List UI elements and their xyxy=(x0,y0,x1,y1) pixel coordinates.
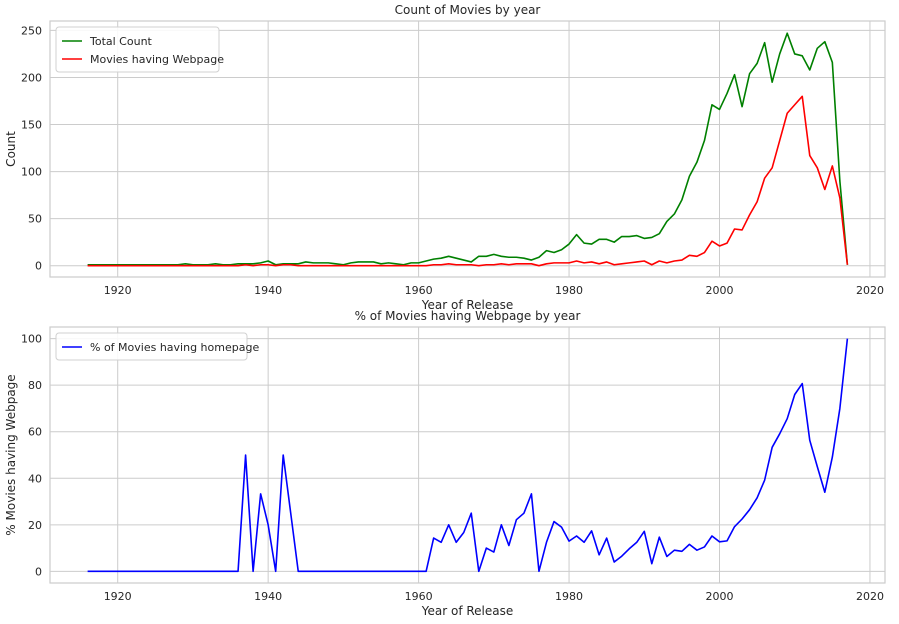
count-chart: Count of Movies by year Year of Release … xyxy=(4,3,886,312)
x-tick-label: 2000 xyxy=(706,284,734,297)
percent-chart: % of Movies having Webpage by year Year … xyxy=(4,309,886,618)
legend-label: Movies having Webpage xyxy=(90,53,224,66)
series-line-1 xyxy=(87,95,849,267)
x-tick-label: 1960 xyxy=(405,590,433,603)
chart-title: % of Movies having Webpage by year xyxy=(355,309,581,323)
x-tick-label: 1920 xyxy=(104,284,132,297)
y-tick-label: 50 xyxy=(28,213,42,226)
legend-label: Total Count xyxy=(89,35,153,48)
x-tick-label: 1940 xyxy=(254,590,282,603)
x-axis-label: Year of Release xyxy=(421,298,514,312)
y-tick-label: 40 xyxy=(28,472,42,485)
y-tick-label: 200 xyxy=(21,71,42,84)
x-tick-label: 1920 xyxy=(104,590,132,603)
plot-frame xyxy=(49,20,886,278)
y-axis-label: Count xyxy=(4,131,18,167)
x-tick-label: 1960 xyxy=(405,284,433,297)
y-tick-label: 250 xyxy=(21,24,42,37)
y-tick-label: 60 xyxy=(28,426,42,439)
y-tick-label: 20 xyxy=(28,519,42,532)
legend-label: % of Movies having homepage xyxy=(90,341,259,354)
legend: Total Count Movies having Webpage xyxy=(55,26,224,73)
legend: % of Movies having homepage xyxy=(55,332,259,361)
x-tick-label: 2000 xyxy=(706,590,734,603)
y-tick-label: 0 xyxy=(35,260,42,273)
x-tick-label: 2020 xyxy=(856,284,884,297)
series-line-0 xyxy=(87,338,849,573)
y-tick-label: 80 xyxy=(28,379,42,392)
legend-box xyxy=(55,26,220,73)
y-tick-label: 0 xyxy=(35,565,42,578)
x-tick-label: 1980 xyxy=(555,284,583,297)
plot-frame xyxy=(49,326,886,584)
series-line-0 xyxy=(87,32,849,266)
y-tick-label: 100 xyxy=(21,166,42,179)
y-tick-label: 150 xyxy=(21,119,42,132)
grid xyxy=(50,327,885,583)
chart-title: Count of Movies by year xyxy=(395,3,541,17)
y-tick-label: 100 xyxy=(21,333,42,346)
x-axis-label: Year of Release xyxy=(421,604,514,618)
x-tick-label: 2020 xyxy=(856,590,884,603)
x-tick-label: 1980 xyxy=(555,590,583,603)
legend-box xyxy=(55,332,248,361)
x-tick-label: 1940 xyxy=(254,284,282,297)
y-axis-label: % Movies having Webpage xyxy=(4,374,18,535)
